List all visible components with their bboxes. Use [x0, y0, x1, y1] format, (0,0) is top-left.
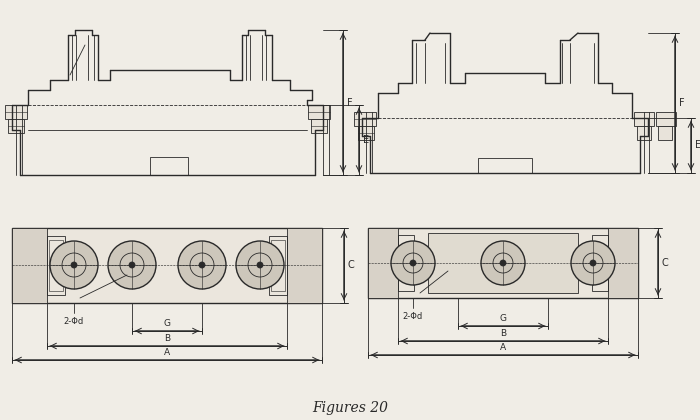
Circle shape [71, 262, 77, 268]
Bar [8, 119, 24, 133]
Bar [428, 233, 578, 293]
Bar [49, 240, 63, 291]
Circle shape [391, 241, 435, 285]
Text: G: G [500, 314, 507, 323]
Text: 2-Φd: 2-Φd [403, 312, 423, 321]
Bar [5, 105, 27, 119]
Bar [658, 126, 672, 140]
Bar [358, 126, 374, 140]
Bar [637, 126, 651, 140]
Bar [47, 236, 65, 295]
Bar [398, 235, 414, 291]
Bar [656, 112, 676, 126]
Text: C: C [348, 260, 355, 270]
Bar [368, 228, 638, 298]
Bar [354, 112, 376, 126]
Bar [634, 112, 654, 126]
Circle shape [410, 260, 416, 266]
Text: E: E [695, 141, 700, 150]
Bar [608, 228, 638, 298]
Bar [12, 228, 47, 303]
Bar [368, 228, 398, 298]
Circle shape [571, 241, 615, 285]
Text: B: B [164, 334, 170, 343]
Text: B: B [500, 329, 506, 338]
Bar [271, 240, 285, 291]
Circle shape [481, 241, 525, 285]
Bar [150, 157, 188, 175]
Circle shape [500, 260, 506, 266]
Circle shape [178, 241, 226, 289]
Text: A: A [164, 348, 170, 357]
Text: G: G [164, 319, 171, 328]
Circle shape [199, 262, 205, 268]
Bar [269, 236, 287, 295]
Bar [311, 119, 327, 133]
Bar [478, 158, 532, 173]
Text: 2-Φd: 2-Φd [64, 317, 84, 326]
Bar [308, 105, 330, 119]
Bar [287, 228, 322, 303]
Bar [592, 235, 608, 291]
Text: E: E [363, 135, 369, 145]
Circle shape [108, 241, 156, 289]
Circle shape [257, 262, 263, 268]
Circle shape [50, 241, 98, 289]
Bar [12, 228, 322, 303]
Circle shape [129, 262, 135, 268]
Text: Figures 20: Figures 20 [312, 401, 388, 415]
Circle shape [590, 260, 596, 266]
Text: A: A [500, 343, 506, 352]
Text: F: F [347, 97, 353, 108]
Circle shape [236, 241, 284, 289]
Text: F: F [679, 98, 685, 108]
Text: C: C [662, 258, 668, 268]
